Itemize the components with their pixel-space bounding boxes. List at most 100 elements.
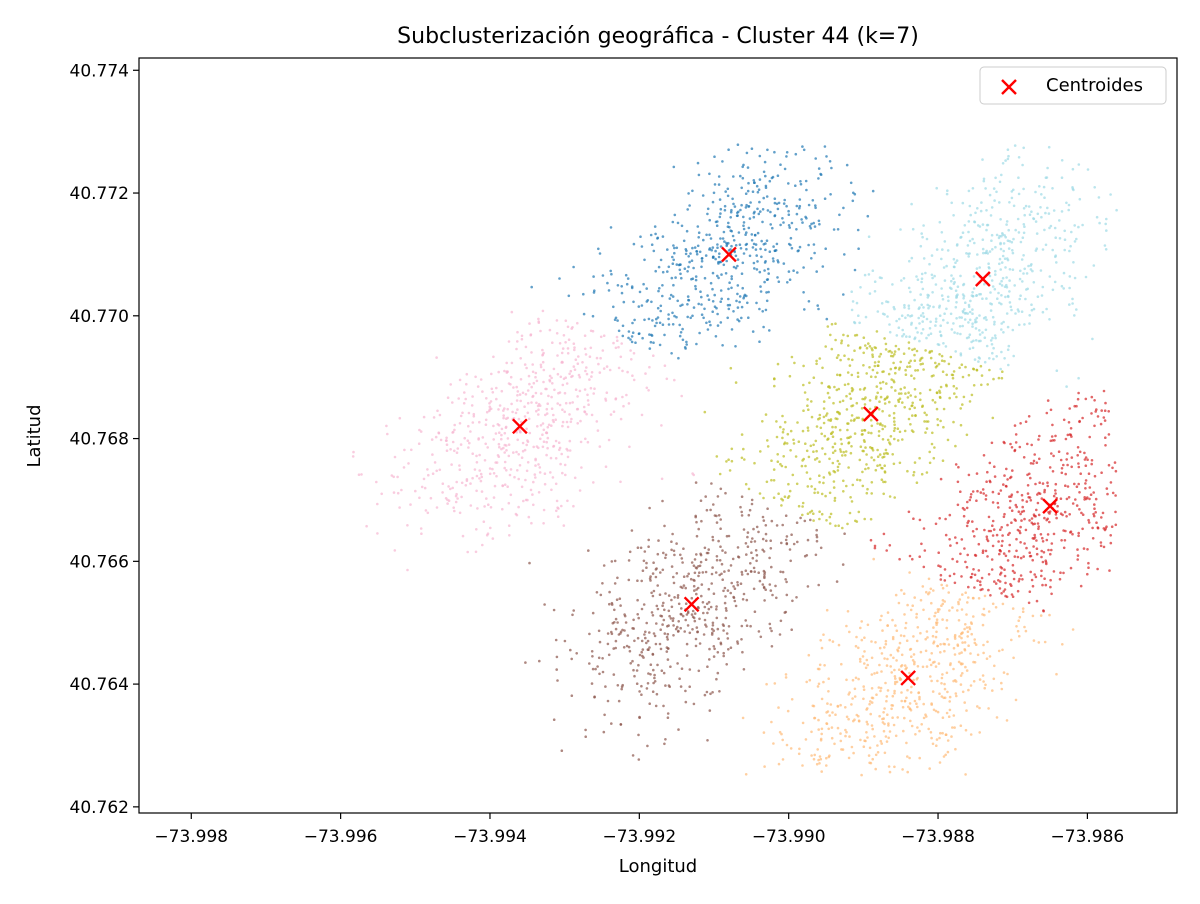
y-tick-label: 40.772 (70, 184, 129, 204)
scatter-point (461, 534, 465, 538)
scatter-point (730, 447, 734, 451)
scatter-point (400, 488, 403, 492)
scatter-point (912, 430, 915, 434)
scatter-point (951, 606, 954, 609)
scatter-point (950, 274, 953, 277)
scatter-point (806, 485, 810, 488)
scatter-point (1020, 258, 1024, 261)
scatter-point (935, 738, 939, 741)
scatter-point (972, 339, 975, 343)
scatter-point (464, 397, 468, 401)
scatter-point (956, 609, 959, 612)
scatter-point (357, 473, 361, 477)
scatter-point (609, 269, 612, 273)
scatter-point (936, 644, 939, 648)
scatter-point (561, 408, 564, 412)
scatter-point (584, 369, 587, 373)
scatter-point (975, 316, 979, 320)
scatter-point (993, 664, 996, 668)
scatter-point (867, 431, 870, 435)
scatter-point (717, 514, 721, 517)
scatter-point (925, 336, 928, 340)
scatter-point (1104, 444, 1107, 447)
scatter-point (858, 388, 862, 391)
scatter-point (988, 357, 991, 360)
scatter-point (541, 348, 544, 352)
scatter-point (884, 480, 887, 484)
scatter-point (1064, 484, 1067, 488)
scatter-point (1087, 518, 1090, 522)
scatter-point (822, 400, 826, 403)
scatter-point (744, 619, 747, 622)
scatter-point (802, 148, 806, 152)
scatter-point (707, 548, 710, 551)
scatter-point (1006, 559, 1010, 562)
scatter-point (488, 467, 492, 470)
scatter-point (896, 427, 900, 431)
scatter-point (691, 314, 694, 318)
scatter-point (982, 492, 985, 495)
scatter-point (601, 657, 604, 660)
scatter-point (1072, 261, 1075, 264)
scatter-point (456, 497, 459, 500)
scatter-point (900, 392, 903, 395)
scatter-point (463, 391, 466, 394)
scatter-point (917, 316, 920, 320)
scatter-point (972, 367, 975, 371)
scatter-point (891, 704, 895, 707)
scatter-point (911, 604, 914, 607)
scatter-point (534, 375, 537, 379)
scatter-point (797, 504, 801, 508)
scatter-point (870, 656, 874, 660)
scatter-point (491, 391, 495, 394)
scatter-point (813, 491, 816, 495)
scatter-point (716, 627, 720, 631)
scatter-point (445, 436, 448, 440)
scatter-point (785, 151, 789, 154)
scatter-point (959, 274, 962, 278)
scatter-point (921, 328, 925, 331)
scatter-point (615, 598, 619, 601)
scatter-point (747, 513, 751, 517)
scatter-point (858, 346, 862, 350)
scatter-point (471, 421, 475, 424)
scatter-point (655, 317, 658, 321)
scatter-point (945, 307, 948, 311)
scatter-point (845, 408, 849, 411)
scatter-point (1096, 415, 1100, 418)
scatter-point (964, 623, 967, 626)
scatter-point (938, 314, 942, 318)
scatter-point (620, 687, 623, 691)
scatter-point (671, 255, 674, 259)
scatter-point (589, 386, 593, 390)
scatter-point (867, 342, 870, 345)
scatter-point (1004, 554, 1008, 558)
y-axis-ticks: 40.76240.76440.76640.76840.77040.77240.7… (70, 61, 139, 818)
scatter-point (968, 318, 972, 322)
scatter-point (1018, 445, 1022, 449)
scatter-point (764, 260, 767, 263)
scatter-point (720, 297, 723, 301)
scatter-point (974, 327, 978, 330)
scatter-point (664, 553, 668, 557)
scatter-point (1011, 251, 1015, 255)
scatter-point (1022, 207, 1026, 210)
scatter-point (407, 462, 410, 465)
scatter-point (556, 679, 559, 682)
scatter-point (1045, 411, 1049, 415)
scatter-point (966, 500, 969, 504)
scatter-point (850, 500, 854, 503)
scatter-point (524, 345, 528, 349)
scatter-point (669, 617, 673, 620)
centroid-marker (1042, 498, 1058, 514)
scatter-point (893, 423, 896, 427)
scatter-point (864, 315, 868, 319)
scatter-point (769, 210, 772, 214)
scatter-point (663, 524, 666, 528)
scatter-point (801, 505, 804, 508)
scatter-point (614, 316, 618, 320)
scatter-point (1075, 237, 1078, 241)
scatter-point (869, 538, 873, 542)
scatter-point (847, 756, 851, 760)
scatter-point (780, 732, 783, 736)
